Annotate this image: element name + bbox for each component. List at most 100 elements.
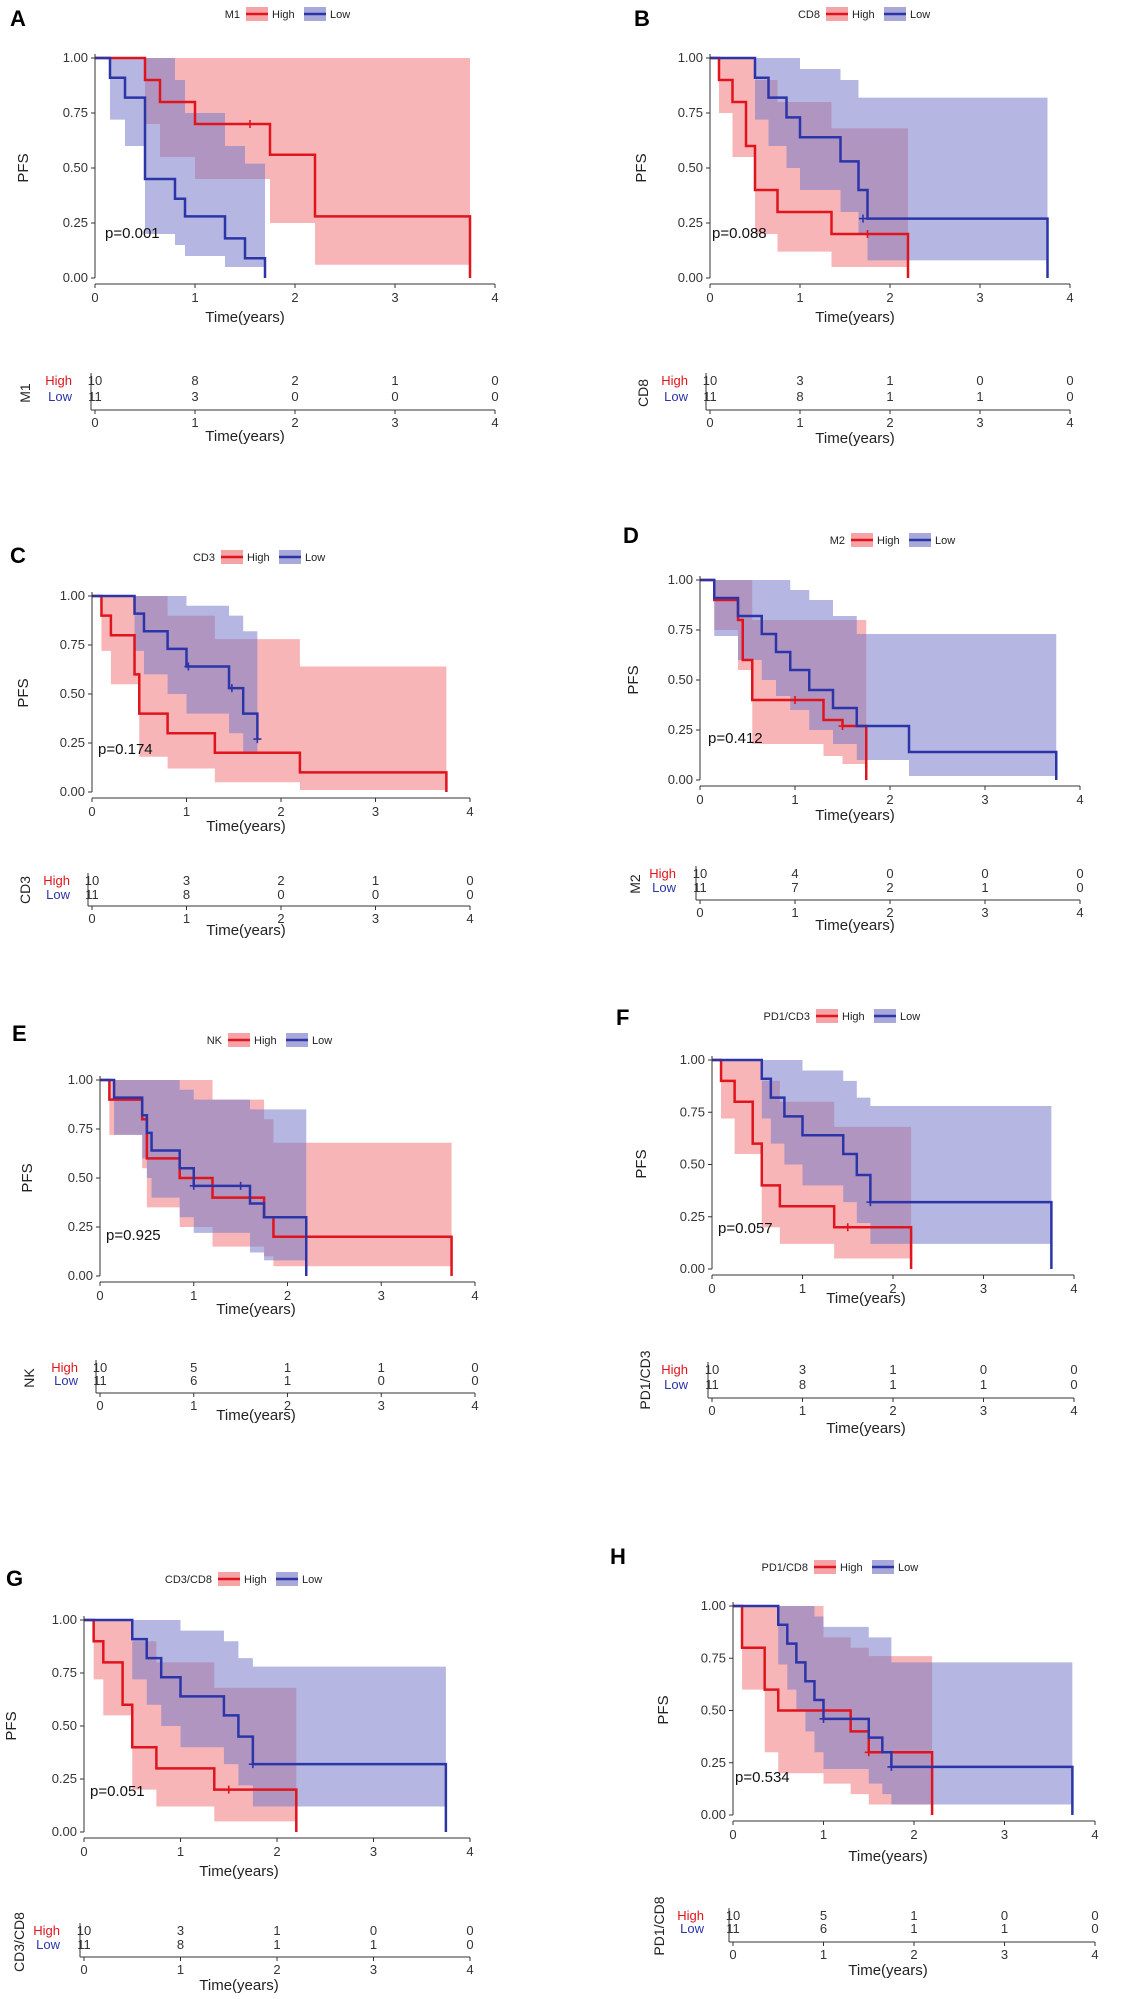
risk-count-low: 1 <box>976 389 983 404</box>
risk-x-tick-label: 0 <box>706 415 713 430</box>
ci-band-low <box>92 596 258 759</box>
panel-letter: G <box>6 1566 23 1591</box>
y-tick-label: 1.00 <box>60 588 85 603</box>
y-tick-label: 1.00 <box>668 572 693 587</box>
risk-group-low: Low <box>652 880 676 895</box>
risk-table-label: M1 <box>17 383 33 403</box>
risk-count-low: 11 <box>705 1377 719 1392</box>
risk-group-high: High <box>33 1923 60 1938</box>
p-value: p=0.057 <box>718 1220 773 1237</box>
p-value: p=0.174 <box>98 741 153 758</box>
legend-title: NK <box>207 1035 223 1047</box>
ci-band-low <box>95 58 265 274</box>
y-tick-label: 0.00 <box>701 1807 726 1822</box>
y-axis-title: PFS <box>633 1149 650 1178</box>
panel-letter: B <box>634 6 650 31</box>
risk-count-low: 1 <box>981 880 988 895</box>
y-tick-label: 0.75 <box>678 105 703 120</box>
ci-band-low <box>733 1606 1073 1805</box>
y-tick-label: 1.00 <box>678 50 703 65</box>
risk-count-low: 11 <box>77 1937 91 1952</box>
censor-mark-high <box>863 230 872 238</box>
y-tick-label: 0.25 <box>68 1219 93 1234</box>
risk-x-tick-label: 3 <box>378 1398 385 1413</box>
risk-group-low: Low <box>54 1373 78 1388</box>
km-line-high <box>710 56 910 278</box>
risk-x-axis-title: Time(years) <box>199 1977 278 1994</box>
legend-title: CD8 <box>798 9 820 21</box>
censor-mark-high <box>864 1748 873 1757</box>
legend-label-high: High <box>840 1562 863 1574</box>
km-line-high <box>712 1058 913 1269</box>
legend-label-high: High <box>254 1035 277 1047</box>
risk-x-tick-label: 0 <box>696 905 703 920</box>
km-line-low <box>710 56 1049 278</box>
risk-group-low: Low <box>46 887 70 902</box>
x-axis-title: Time(years) <box>205 309 284 326</box>
legend-label-high: High <box>247 552 270 564</box>
risk-count-high: 0 <box>1001 1908 1008 1923</box>
risk-count-low: 0 <box>1076 880 1083 895</box>
x-axis-title: Time(years) <box>848 1848 927 1865</box>
y-tick-label: 1.00 <box>68 1072 93 1087</box>
risk-group-high: High <box>51 1360 78 1375</box>
risk-count-low: 0 <box>277 887 284 902</box>
risk-x-tick-label: 1 <box>177 1962 184 1977</box>
risk-count-low: 8 <box>177 1937 184 1952</box>
legend-label-high: High <box>842 1011 865 1023</box>
risk-count-low: 6 <box>190 1373 197 1388</box>
x-tick-label: 3 <box>1001 1827 1008 1842</box>
censor-mark-low <box>189 1181 198 1190</box>
risk-count-high: 1 <box>284 1360 291 1375</box>
risk-x-tick-label: 0 <box>88 911 95 926</box>
risk-count-high: 0 <box>886 866 893 881</box>
risk-count-high: 10 <box>77 1923 91 1938</box>
risk-x-tick-label: 0 <box>729 1947 736 1962</box>
risk-count-high: 0 <box>466 1923 473 1938</box>
p-value: p=0.001 <box>105 225 160 242</box>
y-tick-label: 0.75 <box>60 637 85 652</box>
x-tick-label: 1 <box>820 1827 827 1842</box>
panel-letter: A <box>10 6 26 31</box>
panel-letter: F <box>616 1005 629 1030</box>
y-tick-label: 0.25 <box>668 722 693 737</box>
censor-mark-low <box>227 684 236 693</box>
legend-label-low: Low <box>302 1574 322 1586</box>
ci-band-low <box>710 58 1048 261</box>
risk-x-axis-title: Time(years) <box>826 1420 905 1437</box>
x-tick-label: 1 <box>191 290 198 305</box>
risk-x-axis-title: Time(years) <box>815 430 894 447</box>
censor-mark-high <box>224 1785 233 1794</box>
risk-x-tick-label: 0 <box>80 1962 87 1977</box>
km-line-high <box>92 594 448 792</box>
risk-count-high: 10 <box>85 873 99 888</box>
risk-count-high: 0 <box>981 866 988 881</box>
risk-x-tick-label: 2 <box>284 1398 291 1413</box>
y-axis-title: PFS <box>15 153 32 182</box>
risk-count-high: 5 <box>190 1360 197 1375</box>
risk-table-label: M2 <box>627 874 643 894</box>
risk-x-tick-label: 4 <box>1091 1947 1098 1962</box>
risk-count-high: 10 <box>703 373 717 388</box>
risk-count-high: 10 <box>93 1360 107 1375</box>
y-tick-label: 0.50 <box>678 160 703 175</box>
legend-label-low: Low <box>312 1035 332 1047</box>
risk-count-low: 11 <box>693 880 707 895</box>
risk-table-label: CD3/CD8 <box>11 1912 27 1972</box>
risk-count-low: 0 <box>491 389 498 404</box>
risk-x-tick-label: 2 <box>910 1947 917 1962</box>
risk-count-high: 0 <box>466 873 473 888</box>
y-tick-label: 0.50 <box>63 160 88 175</box>
km-line-low <box>700 578 1058 780</box>
risk-x-tick-label: 0 <box>708 1403 715 1418</box>
censor-mark-high <box>246 120 254 128</box>
y-tick-label: 0.25 <box>680 1209 705 1224</box>
y-tick-label: 1.00 <box>52 1612 77 1627</box>
